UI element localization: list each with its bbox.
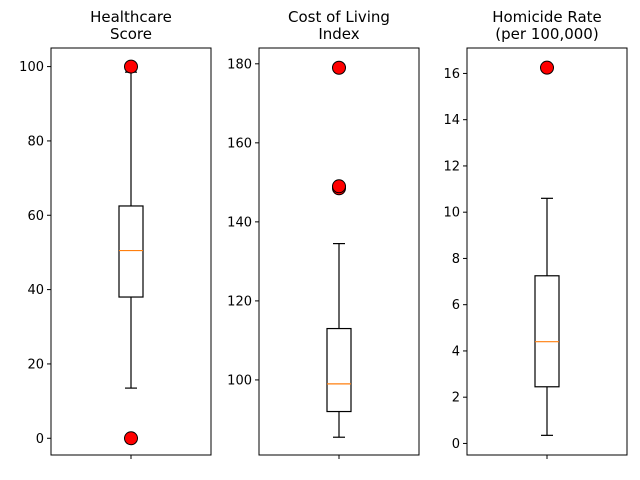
panel-title-line-1: Homicide Rate xyxy=(492,8,602,26)
y-tick-label: 100 xyxy=(19,60,44,75)
y-tick-label: 14 xyxy=(443,113,460,128)
y-tick-label: 6 xyxy=(452,298,460,313)
y-tick-label: 100 xyxy=(227,373,252,388)
outlier-point xyxy=(540,60,554,75)
y-tick-label: 10 xyxy=(443,206,460,221)
axes-frame xyxy=(466,47,628,456)
y-tick-label: 16 xyxy=(443,67,460,82)
y-tick-label: 20 xyxy=(27,357,44,372)
panel-title-line-2: (per 100,000) xyxy=(495,25,598,43)
panel-title-line-2: Index xyxy=(318,25,359,43)
y-tick-label: 0 xyxy=(36,432,44,447)
outlier-point xyxy=(332,179,346,194)
y-tick-label: 12 xyxy=(443,159,460,174)
outlier-point xyxy=(332,60,346,75)
panel-title-line-1: Healthcare xyxy=(90,8,172,26)
y-tick-label: 0 xyxy=(452,437,460,452)
iqr-box xyxy=(118,205,144,298)
axes-frame xyxy=(50,47,212,456)
outlier-point xyxy=(124,59,138,74)
y-tick-label: 140 xyxy=(227,215,252,230)
panel-title-line-2: Score xyxy=(110,25,152,43)
y-tick-label: 40 xyxy=(27,283,44,298)
y-tick-label: 8 xyxy=(452,252,460,267)
chart-panel-3: Homicide Rate(per 100,000) 0 2 4 6 8 10 12 14 16 xyxy=(443,8,628,459)
y-tick-label: 4 xyxy=(452,344,460,359)
y-tick-label: 80 xyxy=(27,134,44,149)
y-tick-label: 120 xyxy=(227,294,252,309)
axes-frame xyxy=(258,47,420,456)
y-tick-label: 180 xyxy=(227,57,252,72)
iqr-box xyxy=(326,327,352,413)
y-tick-label: 60 xyxy=(27,209,44,224)
outlier-point xyxy=(124,431,138,446)
iqr-box xyxy=(534,275,560,388)
panel-title-line-1: Cost of Living xyxy=(288,8,390,26)
y-tick-label: 160 xyxy=(227,136,252,151)
y-tick-label: 2 xyxy=(452,391,460,406)
